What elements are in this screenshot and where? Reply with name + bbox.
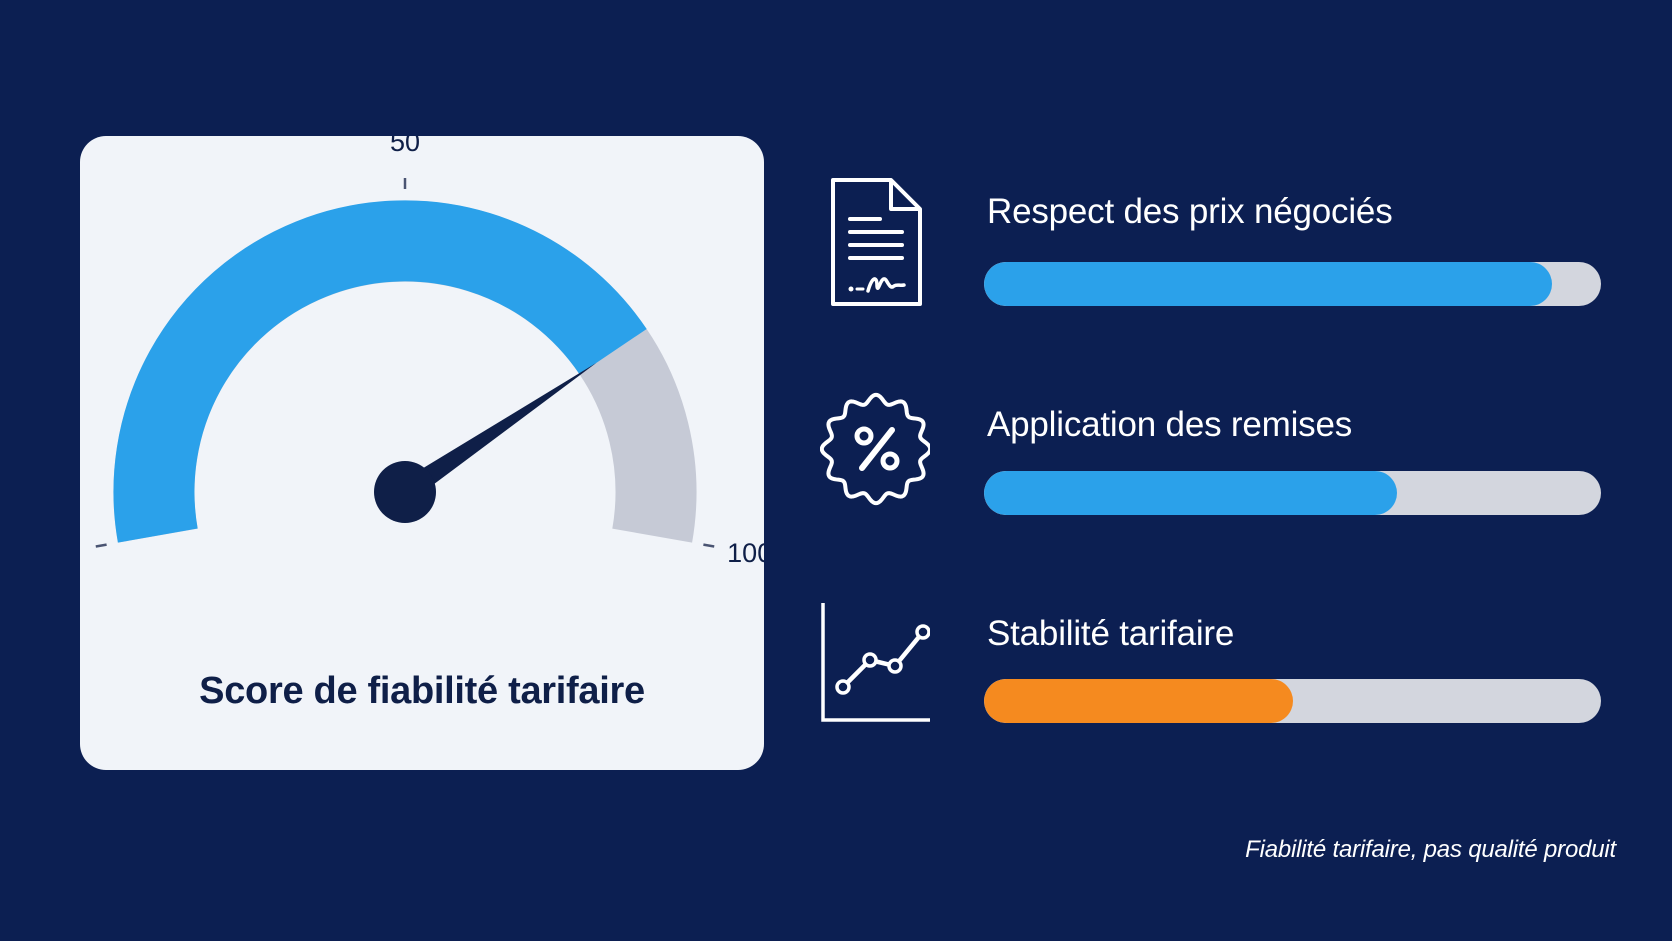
gauge-needle: [398, 362, 597, 502]
gauge-tick-label: 100: [727, 538, 764, 568]
gauge-tick-mark: [703, 543, 715, 548]
gauge-needle-hub: [374, 461, 436, 523]
gauge-tick-mark: [95, 543, 107, 548]
metric-progress-track: [984, 262, 1601, 306]
metric-price-stability: Stabilité tarifaire: [820, 597, 1610, 737]
metric-discounts-applied: Application des remises: [820, 386, 1610, 526]
gauge-fill-arc: [113, 200, 647, 543]
gauge-ticks: 050100: [95, 136, 764, 568]
metric-progress-track: [984, 679, 1601, 723]
signed-document-icon: [831, 178, 922, 306]
metric-progress-fill: [984, 262, 1552, 306]
metric-label: Stabilité tarifaire: [987, 614, 1235, 653]
footnote: Fiabilité tarifaire, pas qualité produit: [1245, 836, 1616, 863]
discount-percent-badge-icon: [820, 392, 930, 506]
metric-progress-fill: [984, 471, 1398, 515]
gauge-tick-label: 50: [390, 136, 420, 157]
line-chart-icon: [821, 603, 930, 722]
metric-label: Application des remises: [987, 405, 1353, 444]
gauge-title: Score de fiabilité tarifaire: [199, 670, 645, 712]
score-gauge: 050100: [95, 136, 764, 568]
metric-progress-fill: [984, 679, 1293, 723]
metric-label: Respect des prix négociés: [987, 192, 1393, 231]
metric-negotiated-prices: Respect des prix négociés: [820, 176, 1610, 316]
metric-progress-track: [984, 471, 1601, 515]
score-gauge-card: 050100 Score de fiabilité tarifaire: [80, 136, 764, 770]
